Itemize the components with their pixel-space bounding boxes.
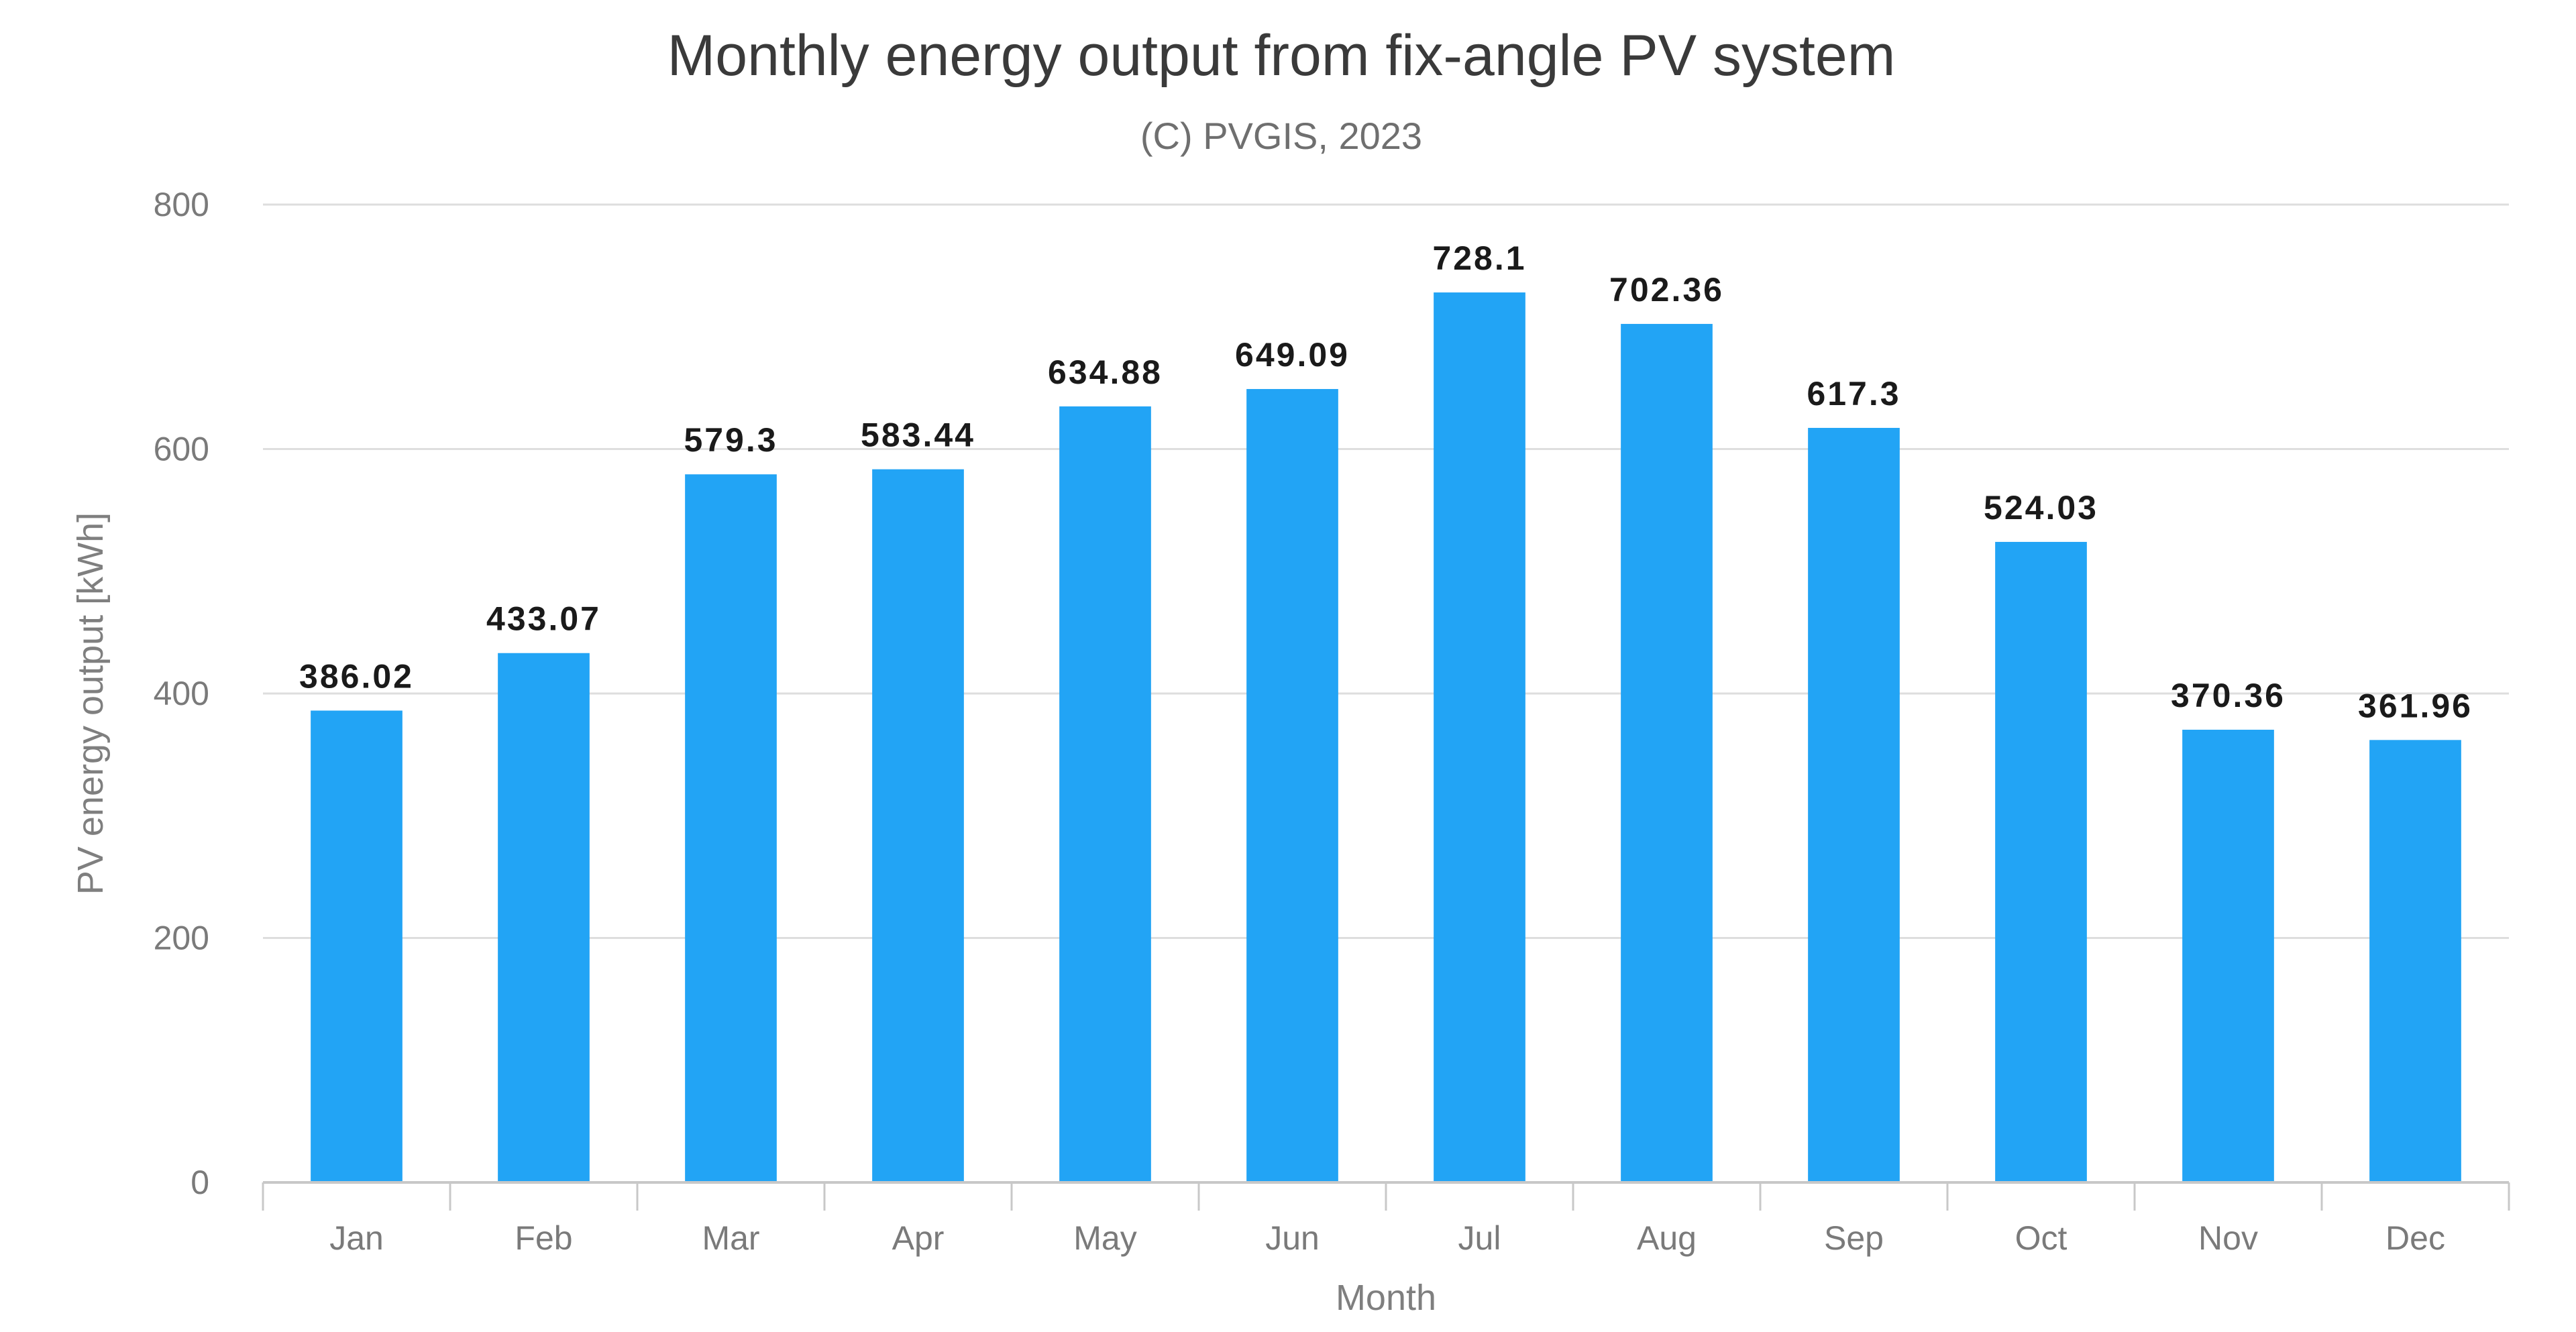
- x-axis-title: Month: [1336, 1278, 1436, 1318]
- data-label-feb: 433.07: [486, 600, 601, 638]
- y-tick-label: 0: [191, 1164, 209, 1201]
- x-tick-label-dec: Dec: [2385, 1219, 2445, 1257]
- x-tick-label-jun: Jun: [1265, 1219, 1320, 1257]
- x-tick-label-may: May: [1073, 1219, 1136, 1257]
- y-axis-title: PV energy output [kWh]: [70, 512, 111, 895]
- x-tick-label-feb: Feb: [515, 1219, 572, 1257]
- y-tick-label: 600: [154, 431, 209, 468]
- data-labels: 386.02 433.07 579.3 583.44 634.88 649.09 728.1…: [299, 239, 2473, 724]
- x-tick-label-jul: Jul: [1458, 1219, 1501, 1257]
- bar-jun: [1246, 389, 1338, 1182]
- chart-subtitle: (C) PVGIS, 2023: [1140, 115, 1422, 157]
- data-label-aug: 702.36: [1609, 271, 1724, 309]
- x-tick-label-apr: Apr: [892, 1219, 945, 1257]
- data-label-apr: 583.44: [861, 417, 975, 454]
- x-tick-label-sep: Sep: [1824, 1219, 1884, 1257]
- bar-dec: [2369, 740, 2461, 1182]
- data-label-jan: 386.02: [299, 657, 414, 695]
- data-label-jun: 649.09: [1235, 336, 1350, 374]
- x-tick-label-nov: Nov: [2198, 1219, 2258, 1257]
- bar-apr: [872, 469, 964, 1182]
- data-label-nov: 370.36: [2171, 677, 2286, 714]
- x-tick-label-jan: Jan: [329, 1219, 384, 1257]
- x-axis: Jan Feb Mar Apr May Jun Jul Aug Sep Oct Nov Dec: [262, 1181, 2510, 1257]
- bar-oct: [1995, 541, 2087, 1182]
- bar-mar: [685, 474, 777, 1182]
- bar-jul: [1434, 292, 1525, 1183]
- data-label-dec: 361.96: [2358, 687, 2473, 724]
- x-tick-label-mar: Mar: [702, 1219, 759, 1257]
- data-label-jul: 728.1: [1432, 239, 1526, 277]
- data-label-mar: 579.3: [684, 421, 777, 459]
- y-tick-label: 200: [154, 920, 209, 957]
- y-axis-ticks: 0 200 400 600 800: [154, 186, 209, 1201]
- bar-sep: [1808, 427, 1900, 1183]
- data-label-may: 634.88: [1048, 353, 1163, 391]
- data-label-oct: 524.03: [1984, 489, 2098, 526]
- bar-feb: [498, 653, 590, 1182]
- chart-title: Monthly energy output from fix-angle PV …: [667, 23, 1896, 88]
- gridlines: [263, 203, 2509, 939]
- y-tick-label: 800: [154, 186, 209, 223]
- y-tick-label: 400: [154, 675, 209, 712]
- data-label-sep: 617.3: [1807, 375, 1900, 412]
- bar-aug: [1621, 323, 1713, 1182]
- bar-jan: [311, 710, 402, 1182]
- bar-nov: [2182, 730, 2274, 1182]
- bars: [311, 292, 2461, 1183]
- x-tick-label-aug: Aug: [1637, 1219, 1697, 1257]
- bar-may: [1059, 406, 1151, 1183]
- x-tick-label-oct: Oct: [2015, 1219, 2068, 1257]
